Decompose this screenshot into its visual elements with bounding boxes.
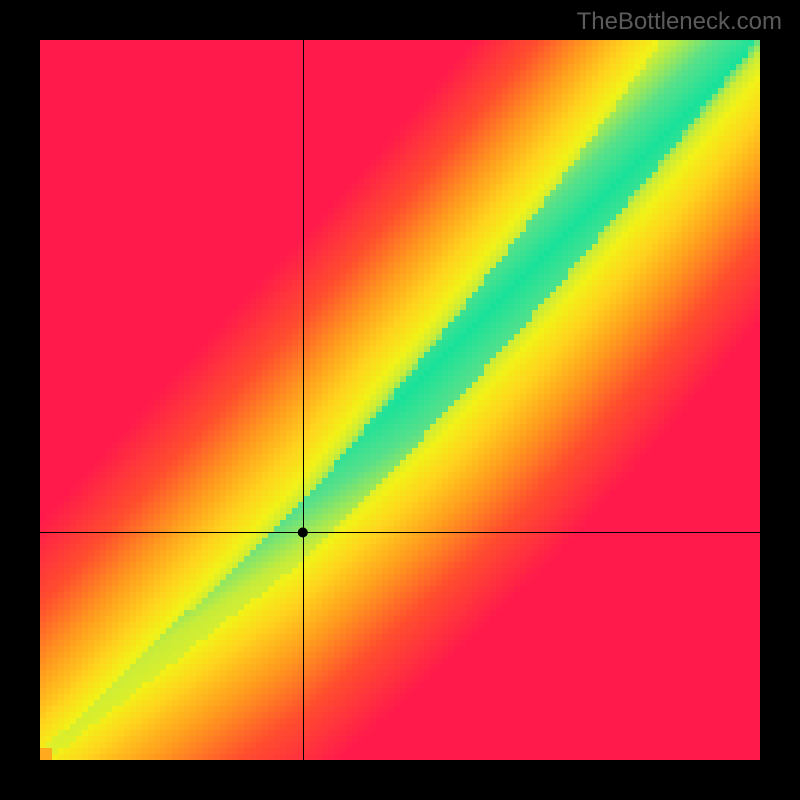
- watermark-text: TheBottleneck.com: [577, 8, 782, 36]
- bottleneck-heatmap: [40, 40, 760, 760]
